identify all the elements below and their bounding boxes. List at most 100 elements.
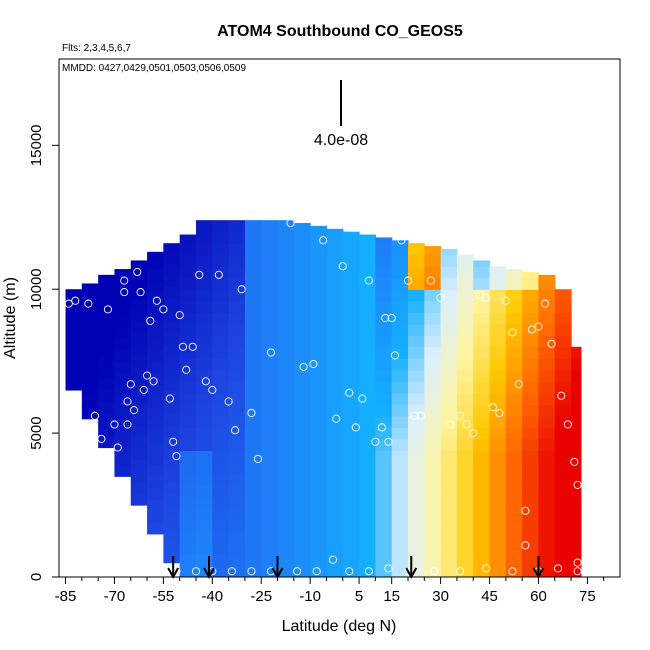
heatmap-cell bbox=[310, 473, 328, 486]
heatmap-cell bbox=[391, 243, 409, 256]
heatmap-cell bbox=[310, 415, 328, 428]
heatmap-cell bbox=[571, 461, 582, 474]
heatmap-cell bbox=[228, 381, 246, 394]
heatmap-cell bbox=[147, 292, 164, 305]
heatmap-cell bbox=[277, 519, 295, 532]
heatmap-cell bbox=[163, 401, 181, 414]
heatmap-cell bbox=[359, 450, 376, 463]
heatmap-cell bbox=[293, 507, 311, 521]
heatmap-cell bbox=[114, 280, 132, 293]
heatmap-cell bbox=[440, 404, 458, 417]
heatmap-cell bbox=[424, 450, 442, 463]
heatmap-cell bbox=[391, 507, 409, 521]
heatmap-cell bbox=[228, 335, 246, 348]
heatmap-cell bbox=[114, 464, 132, 477]
x-tick-label: -40 bbox=[201, 588, 223, 605]
heatmap-cell bbox=[571, 542, 582, 555]
heatmap-cell bbox=[277, 427, 295, 440]
heatmap-cell bbox=[130, 401, 148, 414]
heatmap-cell bbox=[375, 237, 393, 244]
heatmap-cell bbox=[489, 381, 507, 394]
heatmap-cell bbox=[538, 438, 556, 451]
heatmap-cell bbox=[571, 346, 582, 359]
heatmap-cell bbox=[277, 438, 295, 451]
heatmap-cell bbox=[375, 289, 393, 302]
heatmap-cell bbox=[522, 358, 540, 371]
heatmap-cell bbox=[505, 461, 523, 474]
heatmap-cell bbox=[163, 412, 181, 426]
heatmap-cell bbox=[277, 553, 295, 567]
heatmap-cell bbox=[538, 461, 556, 474]
heatmap-cell bbox=[522, 450, 540, 463]
heatmap-cell bbox=[505, 507, 523, 521]
heatmap-cell bbox=[277, 231, 295, 244]
heatmap-cell bbox=[163, 528, 181, 541]
heatmap-cell bbox=[473, 404, 491, 417]
heatmap-cell bbox=[407, 300, 425, 313]
heatmap-cell bbox=[147, 280, 164, 293]
flight-point bbox=[553, 564, 563, 573]
flight-point bbox=[152, 564, 161, 573]
heatmap-cell bbox=[326, 450, 344, 463]
co-field bbox=[65, 220, 582, 577]
heatmap-cell bbox=[98, 355, 116, 368]
heatmap-cell bbox=[261, 553, 279, 567]
x-tick-label: 30 bbox=[432, 588, 449, 605]
heatmap-cell bbox=[375, 358, 393, 371]
heatmap-cell bbox=[179, 542, 197, 555]
heatmap-cell bbox=[147, 303, 164, 316]
heatmap-cell bbox=[179, 461, 197, 474]
heatmap-cell bbox=[179, 553, 197, 567]
heatmap-cell bbox=[228, 323, 246, 336]
heatmap-cell bbox=[293, 438, 311, 451]
heatmap-cell bbox=[310, 231, 328, 244]
x-tick-label: -70 bbox=[104, 588, 126, 605]
heatmap-cell bbox=[293, 473, 311, 486]
heatmap-cell bbox=[342, 553, 360, 567]
heatmap-cell bbox=[522, 300, 540, 313]
heatmap-cell bbox=[456, 450, 474, 463]
y-axis: 0 5000 10000 15000 bbox=[28, 124, 59, 581]
heatmap-cell bbox=[244, 542, 262, 555]
heatmap-cell bbox=[342, 335, 360, 348]
heatmap-cell bbox=[571, 427, 582, 440]
heatmap-cell bbox=[326, 507, 344, 521]
flight-point bbox=[573, 558, 582, 567]
heatmap-cell bbox=[554, 496, 572, 509]
heatmap-cell bbox=[114, 372, 132, 385]
heatmap-cell bbox=[228, 300, 246, 313]
heatmap-cell bbox=[277, 300, 295, 313]
heatmap-cell bbox=[342, 300, 360, 313]
heatmap-cell bbox=[391, 369, 409, 382]
heatmap-cell bbox=[489, 312, 507, 325]
heatmap-cell bbox=[456, 473, 474, 486]
heatmap-cell bbox=[538, 507, 556, 521]
heatmap-cell bbox=[522, 415, 540, 428]
heatmap-cell bbox=[212, 323, 230, 336]
heatmap-cell bbox=[538, 346, 556, 359]
heatmap-cell bbox=[261, 358, 279, 371]
flight-point bbox=[253, 454, 263, 464]
heatmap-cell bbox=[473, 507, 491, 521]
heatmap-cell bbox=[261, 323, 279, 336]
heatmap-cell bbox=[571, 473, 582, 486]
heatmap-cell bbox=[228, 277, 246, 290]
heatmap-cell bbox=[440, 335, 458, 348]
heatmap-cell bbox=[456, 553, 474, 567]
heatmap-cell bbox=[310, 496, 328, 509]
flight-point bbox=[570, 457, 579, 466]
heatmap-cell bbox=[473, 312, 491, 325]
heatmap-cell bbox=[212, 461, 230, 474]
heatmap-cell bbox=[342, 461, 360, 474]
heatmap-cell bbox=[440, 461, 458, 474]
chart-title: ATOM4 Southbound CO_GEOS5 bbox=[217, 23, 463, 40]
heatmap-cell bbox=[424, 507, 442, 521]
heatmap-cell bbox=[554, 323, 572, 336]
heatmap-cell bbox=[440, 300, 458, 313]
heatmap-cell bbox=[212, 346, 230, 359]
x-axis-label: Latitude (deg N) bbox=[282, 618, 397, 635]
flight-point bbox=[312, 567, 321, 576]
heatmap-cell bbox=[489, 553, 507, 567]
heatmap-cell bbox=[424, 496, 442, 509]
